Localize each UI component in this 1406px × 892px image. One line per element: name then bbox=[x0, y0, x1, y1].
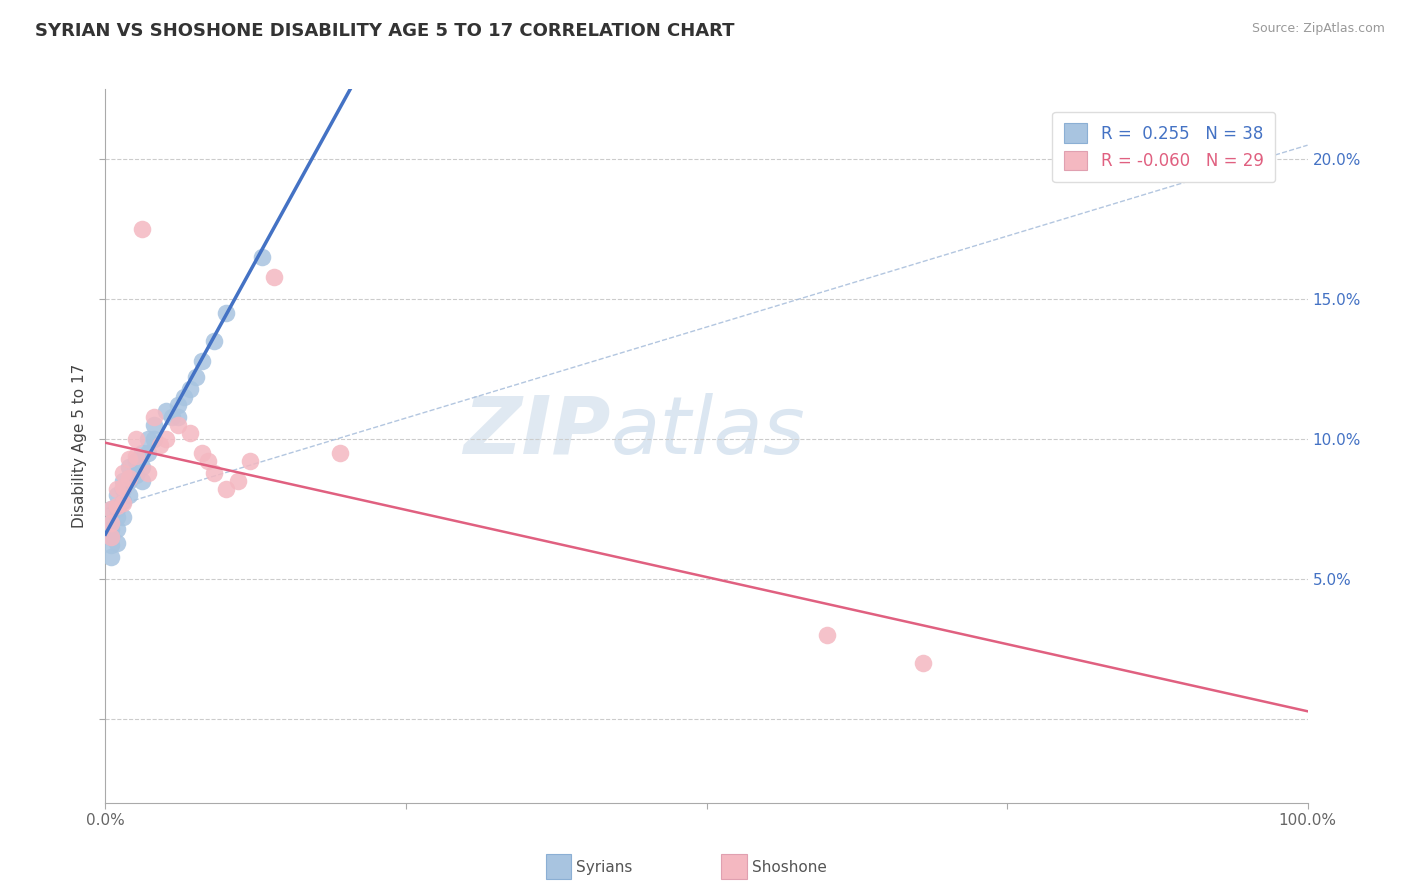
Point bbox=[124, 432, 146, 446]
Point bbox=[107, 488, 129, 502]
Point bbox=[184, 370, 207, 384]
Point bbox=[112, 510, 135, 524]
Point bbox=[136, 432, 159, 446]
Point bbox=[179, 382, 201, 396]
Point bbox=[155, 404, 177, 418]
Point bbox=[118, 474, 141, 488]
Point bbox=[118, 460, 141, 475]
Text: atlas: atlas bbox=[610, 392, 806, 471]
Point bbox=[815, 628, 838, 642]
Point bbox=[142, 432, 165, 446]
Point bbox=[226, 474, 249, 488]
Point bbox=[112, 479, 135, 493]
Point bbox=[214, 483, 236, 497]
Legend: R =  0.255   N = 38, R = -0.060   N = 29: R = 0.255 N = 38, R = -0.060 N = 29 bbox=[1052, 112, 1275, 182]
Text: SYRIAN VS SHOSHONE DISABILITY AGE 5 TO 17 CORRELATION CHART: SYRIAN VS SHOSHONE DISABILITY AGE 5 TO 1… bbox=[35, 22, 735, 40]
Point bbox=[160, 409, 183, 424]
Text: Syrians: Syrians bbox=[576, 860, 633, 874]
Point bbox=[155, 432, 177, 446]
Point bbox=[107, 535, 129, 549]
Point bbox=[107, 510, 129, 524]
Point bbox=[136, 466, 159, 480]
Point bbox=[100, 538, 122, 552]
Y-axis label: Disability Age 5 to 17: Disability Age 5 to 17 bbox=[72, 364, 87, 528]
Point bbox=[107, 483, 129, 497]
Point bbox=[112, 483, 135, 497]
Point bbox=[202, 334, 225, 348]
Point bbox=[118, 471, 141, 485]
Point bbox=[100, 549, 122, 564]
Point bbox=[118, 451, 141, 466]
Point bbox=[124, 449, 146, 463]
Point bbox=[118, 488, 141, 502]
Point bbox=[136, 446, 159, 460]
Point bbox=[263, 269, 285, 284]
Point bbox=[131, 474, 153, 488]
Point bbox=[239, 454, 262, 468]
Point bbox=[166, 417, 188, 432]
Point bbox=[124, 468, 146, 483]
Text: Shoshone: Shoshone bbox=[752, 860, 827, 874]
Point bbox=[911, 656, 934, 670]
Point bbox=[179, 426, 201, 441]
Point bbox=[107, 522, 129, 536]
Point bbox=[329, 446, 352, 460]
Point bbox=[190, 353, 212, 368]
Point bbox=[250, 250, 273, 264]
Point bbox=[142, 409, 165, 424]
Point bbox=[131, 460, 153, 475]
Text: Source: ZipAtlas.com: Source: ZipAtlas.com bbox=[1251, 22, 1385, 36]
Point bbox=[131, 446, 153, 460]
Point bbox=[100, 522, 122, 536]
Point bbox=[142, 417, 165, 432]
Point bbox=[100, 530, 122, 544]
Point bbox=[124, 454, 146, 468]
Point bbox=[166, 399, 188, 413]
Point bbox=[107, 502, 129, 516]
Point bbox=[100, 530, 122, 544]
Point bbox=[112, 493, 135, 508]
Point bbox=[107, 499, 129, 513]
Point bbox=[214, 306, 236, 320]
Point bbox=[166, 409, 188, 424]
Point bbox=[112, 474, 135, 488]
Point bbox=[197, 454, 219, 468]
Point bbox=[100, 502, 122, 516]
Point bbox=[131, 222, 153, 236]
Point bbox=[100, 516, 122, 530]
Point bbox=[112, 466, 135, 480]
Point bbox=[112, 496, 135, 510]
Point bbox=[100, 516, 122, 530]
Text: ZIP: ZIP bbox=[463, 392, 610, 471]
Point bbox=[148, 437, 170, 451]
Point bbox=[173, 390, 195, 404]
Point bbox=[190, 446, 212, 460]
Point bbox=[100, 502, 122, 516]
Point bbox=[202, 466, 225, 480]
